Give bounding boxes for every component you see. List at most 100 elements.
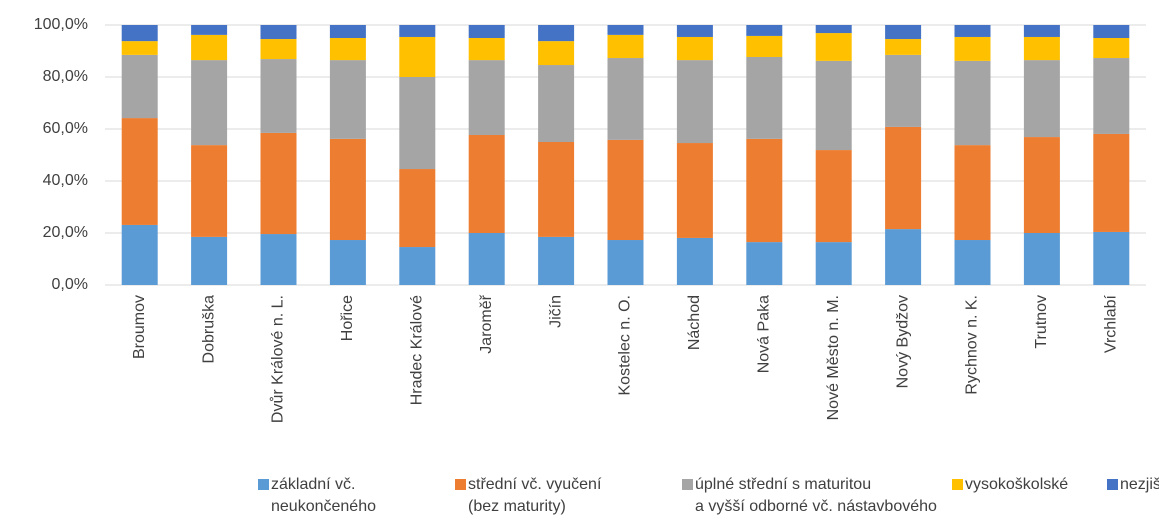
bar-segment — [885, 54, 922, 127]
bar-segment — [399, 36, 436, 77]
bar-segment — [1093, 231, 1130, 285]
legend-item: střední vč. vyučení (bez maturity) — [455, 474, 601, 518]
bar-segment — [121, 118, 158, 225]
bar-segment — [1093, 38, 1130, 59]
x-tick-label: Kostelec n. O. — [617, 295, 634, 396]
x-tick-label: Jičín — [547, 295, 564, 328]
legend-item: nezjištěno — [1107, 474, 1159, 496]
bar-segment — [746, 35, 783, 57]
bar-segment — [746, 242, 783, 285]
bar-segment — [399, 77, 436, 170]
bar-segment — [538, 65, 575, 142]
bar-segment — [329, 138, 366, 241]
bar-segment — [607, 25, 644, 35]
x-tick-label: Dvůr Králové n. L. — [269, 295, 287, 423]
x-tick-label: Jaroměř — [478, 294, 495, 353]
legend-label: střední vč. vyučení (bez maturity) — [468, 476, 602, 515]
bar-segment — [885, 229, 922, 285]
bar-segment — [399, 247, 436, 285]
bar-segment — [329, 60, 366, 139]
bar-segment — [468, 38, 505, 61]
legend-label: nezjištěno — [1120, 476, 1159, 493]
bar-segment — [676, 143, 713, 238]
bar-segment — [191, 60, 228, 146]
bar-segment — [1023, 60, 1060, 138]
bar-segment — [1093, 133, 1130, 232]
bar-segment — [468, 134, 505, 233]
bar-segment — [1023, 137, 1060, 233]
bar-segment — [191, 25, 228, 35]
bar-segment — [121, 224, 158, 285]
bar-segment — [1093, 25, 1130, 38]
legend-swatch — [455, 479, 466, 490]
bar-segment — [121, 25, 158, 42]
bar-segment — [538, 25, 575, 42]
bar-segment — [607, 34, 644, 59]
bar-segment — [260, 39, 297, 60]
bar-segment — [746, 138, 783, 243]
bar-segment — [815, 150, 852, 243]
legend-label: základní vč. neukončeného — [271, 476, 376, 515]
bar-segment — [191, 145, 228, 237]
bar-segment — [538, 41, 575, 66]
bar-segment — [815, 242, 852, 285]
y-tick-label: 0,0% — [52, 276, 88, 293]
x-tick-label: Vrchlabí — [1103, 294, 1120, 353]
bar-segment — [676, 237, 713, 285]
bar-segment — [746, 25, 783, 36]
legend-item: úplné střední s maturitou a vyšší odborn… — [682, 474, 937, 518]
bar-segment — [191, 236, 228, 285]
x-tick-label: Dobruška — [200, 295, 217, 364]
bar-segment — [121, 41, 158, 55]
bar-segment — [1023, 233, 1060, 285]
x-tick-label: Náchod — [686, 295, 703, 350]
bar-segment — [954, 60, 991, 146]
bar-segment — [1023, 25, 1060, 37]
bar-segment — [191, 34, 228, 61]
bar-segment — [954, 240, 991, 285]
bar-segment — [329, 25, 366, 38]
bar-segment — [815, 25, 852, 34]
bar-segment — [468, 233, 505, 285]
bar-segment — [885, 126, 922, 230]
bar-segment — [1093, 58, 1130, 134]
bar-segment — [329, 38, 366, 61]
bar-segment — [954, 36, 991, 61]
bar-segment — [329, 240, 366, 285]
bar-segment — [954, 25, 991, 37]
bar-segment — [538, 236, 575, 285]
legend-swatch — [682, 479, 693, 490]
y-tick-label: 100,0% — [34, 16, 88, 33]
x-tick-label: Nový Bydžov — [894, 295, 911, 388]
bar-segment — [399, 25, 436, 37]
legend-label: úplné střední s maturitou a vyšší odborn… — [695, 476, 937, 515]
bar-segment — [607, 58, 644, 140]
legend-item: základní vč. neukončeného — [258, 474, 376, 518]
bar-segment — [260, 59, 297, 133]
bar-segment — [607, 139, 644, 241]
bar-segment — [607, 240, 644, 285]
legend-item: vysokoškolské — [952, 474, 1068, 496]
y-tick-label: 80,0% — [43, 68, 88, 85]
bar-segment — [538, 142, 575, 237]
bar-segment — [468, 25, 505, 38]
y-tick-label: 40,0% — [43, 172, 88, 189]
x-tick-label: Hradec Králové — [409, 295, 426, 405]
bar-segment — [815, 33, 852, 61]
bar-segment — [399, 169, 436, 248]
x-tick-label: Rychnov n. K. — [964, 295, 981, 395]
y-tick-label: 20,0% — [43, 224, 88, 241]
x-tick-label: Nové Město n. M. — [825, 295, 842, 420]
x-tick-label: Broumov — [131, 295, 148, 359]
bar-segment — [260, 234, 297, 285]
bar-segment — [260, 132, 297, 235]
bar-segment — [676, 25, 713, 37]
bar-segment — [954, 145, 991, 241]
bar-segment — [468, 60, 505, 135]
bar-segment — [815, 60, 852, 151]
bar-segment — [121, 54, 158, 119]
bar-segment — [885, 39, 922, 55]
legend-swatch — [258, 479, 269, 490]
legend-label: vysokoškolské — [965, 476, 1069, 493]
